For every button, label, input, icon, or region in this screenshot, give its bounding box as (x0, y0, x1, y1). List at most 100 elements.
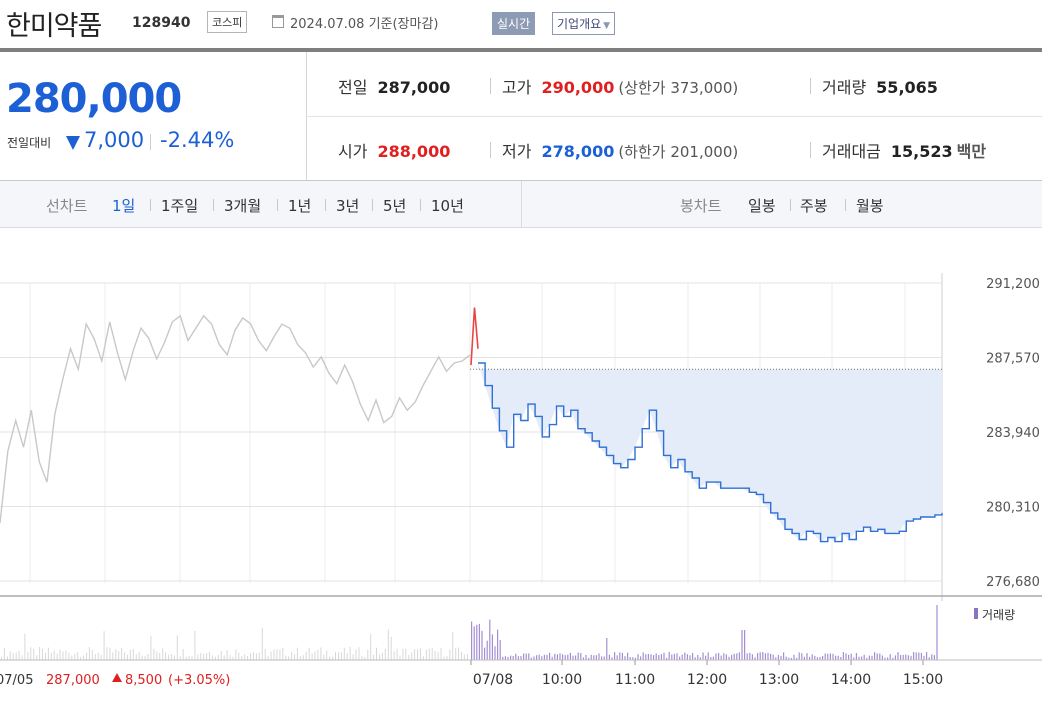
volume-bar-prev-day (373, 654, 375, 660)
volume-bar-today (806, 653, 808, 660)
volume-bar-prev-day (387, 629, 389, 660)
volume-bar-prev-day (320, 647, 322, 660)
volume-bar-today (772, 654, 774, 660)
volume-bar-prev-day (258, 652, 260, 660)
volume-bar-prev-day (62, 651, 64, 660)
series-line-above-prev-close (470, 307, 479, 366)
volume-bar-today (733, 653, 735, 660)
volume-bar-prev-day (9, 651, 11, 660)
volume-bar-prev-day (308, 648, 310, 660)
volume-bar-prev-day (42, 648, 43, 660)
volume-bar-prev-day (279, 649, 281, 660)
up-arrow-icon (112, 673, 122, 682)
volume-bar-prev-day (311, 653, 313, 660)
volume-bar-today (559, 653, 561, 660)
volume-bar-prev-day (74, 653, 76, 660)
volume-bar-prev-day (361, 655, 363, 660)
area-below-prev-close (478, 363, 942, 542)
period-divider (372, 199, 373, 211)
candle-tab-weekly[interactable]: 주봉 (800, 197, 828, 215)
company-overview-button[interactable]: 기업개요 ▼ (552, 12, 616, 35)
volume-bar-today (767, 652, 769, 660)
volume-bar-prev-day (132, 649, 134, 660)
volume-bar-today (686, 654, 688, 660)
volume-bar-prev-day (411, 652, 413, 660)
period-tab-1w[interactable]: 1주일 (161, 197, 199, 215)
volume-bar-today (671, 654, 673, 660)
volume-bar-prev-day (352, 654, 354, 660)
volume-bar-prev-day (390, 636, 392, 660)
volume-bar-today (915, 652, 917, 660)
volume-bar-today (580, 653, 582, 660)
volume-bar-prev-day (18, 650, 20, 660)
volume-bar-today (533, 656, 535, 660)
volume-bar-today (543, 654, 545, 660)
volume-bar-prev-day (285, 655, 287, 660)
period-bar: 선차트 1일 1주일 3개월 1년 3년 5년 10년 봉차트 일봉 주봉 월봉 (0, 181, 1042, 228)
volume-bar-prev-day (214, 656, 216, 660)
volume-bar-today (481, 630, 483, 660)
realtime-badge[interactable]: 실시간 (492, 12, 536, 35)
volume-bar-today (585, 655, 587, 660)
high-value: 290,000 (541, 78, 615, 97)
volume-bar-prev-day (39, 647, 41, 660)
volume-bar-today (858, 656, 860, 660)
period-tab-5y[interactable]: 5년 (383, 197, 407, 215)
line-chart-periods: 선차트 1일 1주일 3개월 1년 3년 5년 10년 (0, 181, 522, 227)
volume-bar-prev-day (422, 656, 424, 660)
volume-bar-today (637, 654, 639, 660)
stat-divider (810, 142, 811, 158)
high-stat: 고가 290,000 (상한가 373,000) (502, 74, 738, 98)
caret-down-icon: ▼ (603, 21, 611, 31)
volume-bar-prev-day (267, 655, 269, 660)
volume-bar-today (907, 655, 909, 660)
down-arrow-icon (66, 136, 80, 150)
volume-bar-prev-day (220, 651, 222, 660)
volume-bar-today (923, 655, 925, 660)
period-tab-10y[interactable]: 10년 (431, 197, 464, 215)
x-tick-label: 07/08 (473, 672, 513, 688)
volume-bar-prev-day (434, 651, 436, 660)
volume-bar-today (611, 657, 613, 660)
volume-bar-prev-day (106, 647, 108, 660)
volume-bar-today (676, 653, 678, 660)
period-divider (277, 199, 278, 211)
volume-legend-swatch (974, 608, 978, 619)
period-tab-1y[interactable]: 1년 (288, 197, 312, 215)
period-tab-3y[interactable]: 3년 (336, 197, 360, 215)
volume-bar-prev-day (367, 649, 369, 660)
volume-bar-today (819, 657, 821, 660)
volume-bar-today (606, 638, 608, 660)
volume-bar-prev-day (170, 653, 172, 660)
prev-close-stat: 전일 287,000 (338, 74, 450, 98)
volume-bar-today (655, 653, 657, 660)
volume-bar-today (754, 657, 756, 660)
volume-bar-today (738, 652, 740, 660)
volume-bar-prev-day (431, 647, 433, 660)
volume-bar-prev-day (162, 648, 164, 660)
volume-bar-today (510, 655, 512, 660)
volume-bar-today (629, 657, 631, 660)
volume-bar-today (478, 623, 480, 660)
volume-bar-prev-day (53, 650, 55, 660)
volume-bar-prev-day (6, 656, 8, 660)
volume-bar-today (577, 652, 579, 660)
volume-bar-today (845, 653, 847, 660)
period-tab-1d[interactable]: 1일 (112, 197, 136, 215)
volume-bar-today (783, 652, 785, 660)
period-tab-3m[interactable]: 3개월 (224, 197, 262, 215)
candle-tab-daily[interactable]: 일봉 (748, 197, 776, 215)
volume-bar-today (551, 656, 553, 660)
volume-bar-prev-day (326, 650, 328, 660)
stat-divider (490, 78, 491, 94)
volume-bar-prev-day (100, 655, 102, 660)
volume-bar-prev-day (253, 652, 254, 660)
volume-bar-today (809, 656, 811, 660)
change-divider (150, 134, 151, 150)
volume-bar-today (634, 657, 636, 660)
volume-bar-prev-day (30, 647, 32, 660)
volume-bar-prev-day (364, 657, 366, 660)
candle-tab-monthly[interactable]: 월봉 (856, 197, 884, 215)
volume-bar-today (764, 653, 766, 660)
volume-bar-today (744, 630, 746, 660)
